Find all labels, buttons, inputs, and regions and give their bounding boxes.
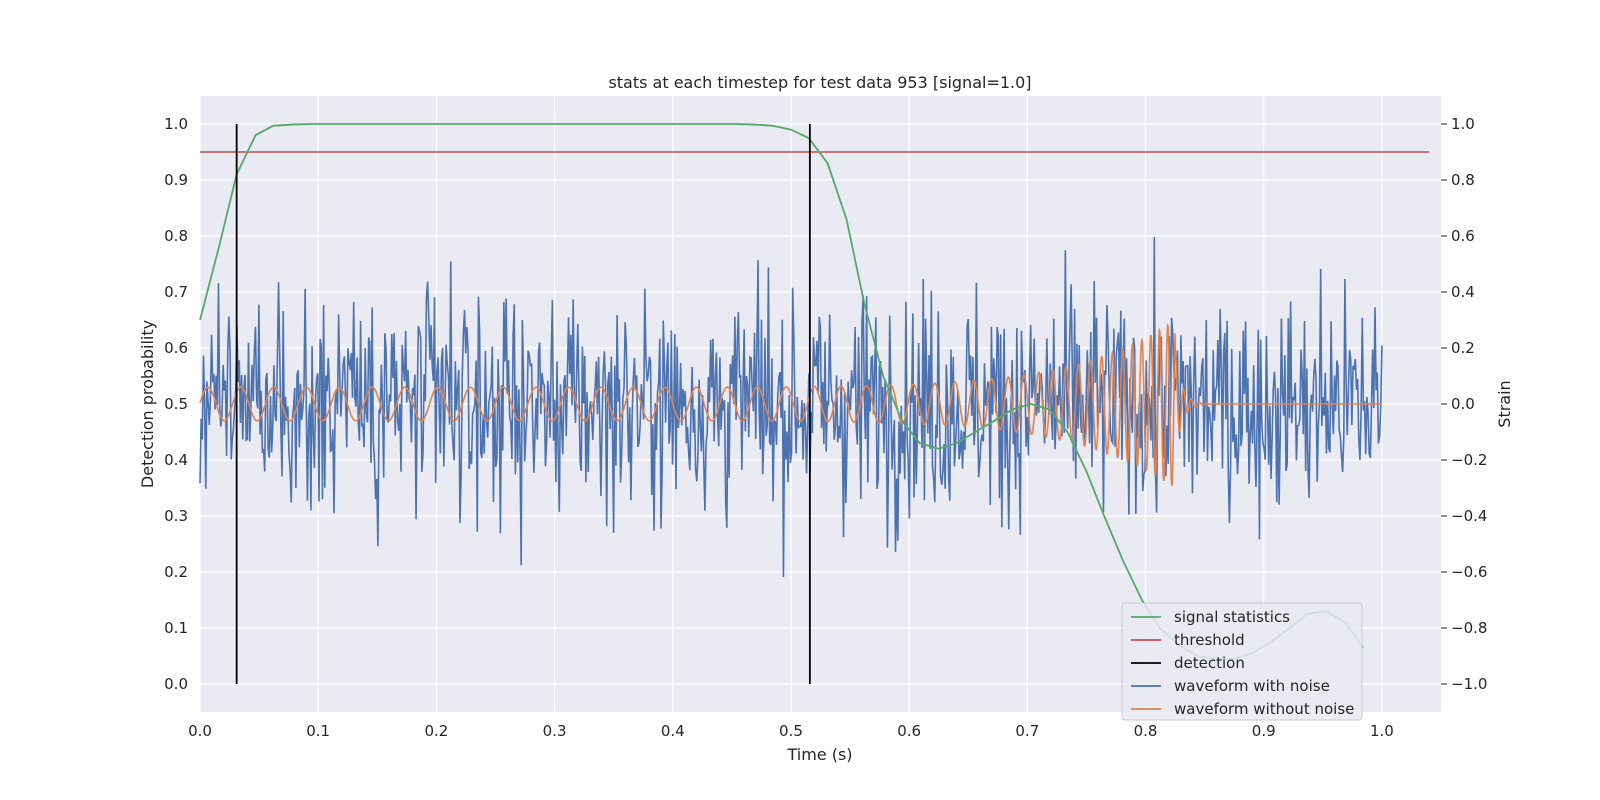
chart-title: stats at each timestep for test data 953…: [608, 73, 1031, 92]
legend-label: detection: [1174, 654, 1245, 672]
y-tick-label-right: −0.8: [1451, 619, 1487, 637]
y-tick-label-right: −0.2: [1451, 451, 1487, 469]
y-tick-label-left: 0.7: [164, 283, 188, 301]
series-waveform-without-noise: [199, 323, 1382, 486]
legend: signal statistics threshold detection wavef…: [1121, 602, 1363, 721]
y-tick-label-left: 0.5: [164, 395, 188, 413]
x-tick-label: 0.7: [1015, 722, 1039, 740]
x-tick-label: 0.6: [897, 722, 921, 740]
y-tick-label-right: 0.0: [1451, 395, 1475, 413]
y-tick-label-left: 0.6: [164, 339, 188, 357]
legend-box: [1121, 602, 1363, 721]
legend-label: threshold: [1174, 631, 1245, 649]
y-tick-label-left: 0.9: [164, 171, 188, 189]
y-tick-label-right: 0.4: [1451, 283, 1475, 301]
x-tick-label: 0.3: [543, 722, 567, 740]
x-tick-label: 0.0: [188, 722, 212, 740]
legend-label: waveform without noise: [1174, 700, 1354, 718]
y-tick-label-left: 0.3: [164, 507, 188, 525]
x-tick-label: 0.1: [306, 722, 330, 740]
x-tick-label: 0.4: [661, 722, 685, 740]
y-tick-label-left: 0.2: [164, 563, 188, 581]
x-tick-label: 0.2: [424, 722, 448, 740]
x-tick-label: 1.0: [1370, 722, 1394, 740]
y-tick-label-right: −1.0: [1451, 675, 1487, 693]
y-tick-label-left: 0.4: [164, 451, 188, 469]
x-tick-label: 0.9: [1252, 722, 1276, 740]
y-tick-label-left: 0.1: [164, 619, 188, 637]
x-tick-label: 0.5: [779, 722, 803, 740]
y-tick-label-right: −0.6: [1451, 563, 1487, 581]
y-tick-label-right: −0.4: [1451, 507, 1487, 525]
y-tick-label-right: 0.8: [1451, 171, 1475, 189]
y-tick-label-right: 1.0: [1451, 115, 1475, 133]
y-axis-label-right: Strain: [1495, 380, 1514, 427]
y-tick-label-left: 0.8: [164, 227, 188, 245]
series-waveform-with-noise: [199, 237, 1383, 578]
y-tick-label-right: 0.6: [1451, 227, 1475, 245]
x-tick-label: 0.8: [1134, 722, 1158, 740]
legend-label: waveform with noise: [1174, 677, 1330, 695]
tick-labels: 0.0 0.1 0.2 0.3 0.4 0.5 0.6 0.7 0.8 0.9 1.0 0.0 0.1 0…: [164, 115, 1487, 740]
legend-label: signal statistics: [1174, 608, 1290, 626]
y-tick-label-left: 1.0: [164, 115, 188, 133]
y-axis-label-left: Detection probability: [138, 320, 157, 488]
y-tick-label-left: 0.0: [164, 675, 188, 693]
y-tick-label-right: 0.2: [1451, 339, 1475, 357]
x-axis-label: Time (s): [786, 745, 852, 764]
